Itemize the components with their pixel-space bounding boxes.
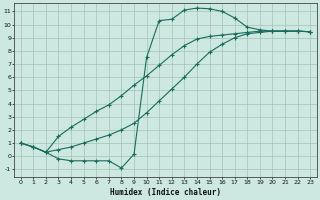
X-axis label: Humidex (Indice chaleur): Humidex (Indice chaleur) [110, 188, 221, 197]
